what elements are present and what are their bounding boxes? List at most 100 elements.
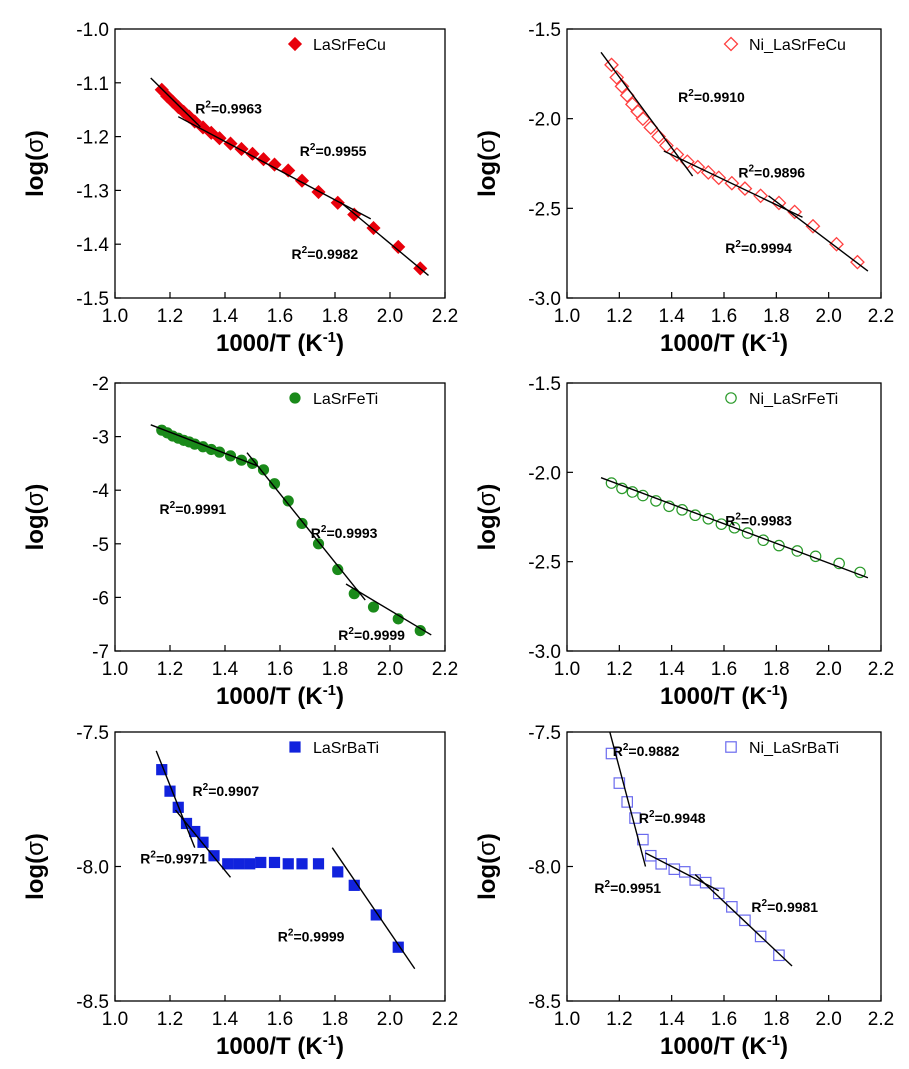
x-tick-label-p3: 1.6	[267, 659, 293, 680]
fit-line-p6	[694, 874, 793, 967]
x-tick-label-p1: 1.4	[212, 306, 239, 327]
data-layer-p4	[600, 477, 869, 579]
data-point-p3	[414, 625, 426, 637]
y-tick-label-p1: -1.2	[76, 128, 109, 149]
data-point-p6	[678, 866, 691, 878]
data-point-p2	[635, 111, 651, 127]
x-tick-label-p6: 2.2	[868, 1009, 894, 1030]
y-tick-label-p2: -1.5	[528, 20, 561, 41]
fit-line-p1	[177, 116, 372, 220]
fit-line-p1	[340, 201, 429, 276]
y-tick-label-p6: -7.5	[528, 723, 561, 744]
data-point-p5	[255, 856, 267, 869]
x-tick-label-p5: 2.2	[432, 1009, 458, 1030]
y-tick-label-p3: -2	[92, 374, 109, 395]
x-tick-label-p5: 1.2	[157, 1009, 183, 1030]
x-axis-title-p5: 1000/T (K-1)	[216, 1032, 344, 1060]
x-tick-label-p3: 1.8	[322, 659, 348, 680]
y-tick-label-p5: -8.5	[76, 992, 109, 1013]
x-tick-label-p1: 2.0	[377, 306, 403, 327]
chart-p4: 1.0 1.2 1.4 1.6 1.8 2.0 2.2 -3.0 -2.5 -2.0 -1.5 100…	[474, 374, 894, 710]
x-tick-label-p6: 1.8	[763, 1009, 789, 1030]
x-tick-label-p6: 1.0	[554, 1009, 580, 1030]
data-point-p6	[644, 849, 657, 862]
data-point-p4	[773, 539, 785, 552]
legend-marker-p4	[725, 392, 737, 404]
data-point-p4	[702, 512, 715, 525]
data-point-p5	[197, 836, 209, 848]
data-point-p1	[267, 157, 282, 172]
fit-line-p5	[174, 809, 232, 878]
data-point-p2	[753, 188, 769, 204]
data-point-p1	[256, 152, 271, 167]
data-point-p2	[604, 57, 619, 73]
y-axis-title-p5: log(σ)	[22, 833, 49, 900]
chart-p5: 1.0 1.2 1.4 1.6 1.8 2.0 2.2 -8.5 -8.0 -7.5 1000/T …	[22, 723, 458, 1060]
data-point-p5	[189, 825, 201, 838]
x-tick-label-p2: 1.2	[606, 306, 632, 327]
y-axis-title-p1: log(σ)	[22, 130, 49, 197]
fit-line-p2	[600, 51, 694, 177]
r2-label-p2-1: R2=0.9896	[738, 163, 805, 180]
data-point-p4	[728, 521, 741, 534]
chart-p1: 1.0 1.2 1.4 1.6 1.8 2.0 2.2 -1.5 -1.4 -1.3 -1.2 -1.…	[22, 20, 458, 357]
legend-marker-p6	[725, 741, 737, 753]
fit-line-p3	[345, 583, 432, 636]
data-point-p6	[699, 876, 712, 889]
data-point-p3	[296, 517, 308, 530]
y-tick-label-p5: -7.5	[76, 723, 109, 744]
x-tick-label-p1: 1.0	[102, 306, 128, 327]
fit-line-p1	[150, 77, 201, 128]
legend-label-p1: LaSrFeCu	[313, 37, 386, 54]
y-tick-label-p3: -3	[92, 428, 109, 449]
data-layer-p5	[155, 750, 416, 970]
y-tick-label-p1: -1.5	[76, 289, 109, 310]
data-point-p6	[613, 777, 626, 789]
data-point-p2	[651, 129, 667, 145]
y-axis-title-p2: log(σ)	[474, 130, 501, 197]
x-tick-label-p1: 1.2	[157, 306, 183, 327]
data-point-p3	[312, 538, 325, 550]
r2-label-p4-0: R2=0.9983	[725, 512, 792, 529]
y-tick-label-p1: -1.3	[76, 181, 109, 202]
data-point-p2	[643, 120, 659, 136]
x-tick-label-p2: 1.4	[658, 306, 685, 327]
data-point-p5	[312, 858, 325, 870]
data-point-p5	[233, 858, 245, 870]
data-point-p4	[833, 557, 845, 570]
y-axis-title-p3: log(σ)	[22, 484, 49, 551]
data-point-p1	[311, 184, 326, 200]
r2-label-p6-0: R2=0.9882	[613, 742, 680, 759]
fit-line-p3	[246, 452, 366, 601]
legend-label-p5: LaSrBaTi	[313, 740, 379, 757]
x-tick-label-p3: 1.2	[157, 659, 183, 680]
data-point-p2	[619, 87, 635, 103]
x-tick-label-p5: 1.4	[212, 1009, 239, 1030]
x-tick-label-p4: 1.6	[711, 659, 737, 680]
chart-p3: 1.0 1.2 1.4 1.6 1.8 2.0 2.2 -7 -6 -5 -4 -3 -2 1000/T …	[22, 374, 458, 710]
fit-line-p3	[150, 424, 259, 467]
y-axis-title-p4: log(σ)	[474, 484, 501, 551]
data-point-p3	[332, 563, 344, 576]
x-tick-label-p2: 2.2	[868, 306, 894, 327]
y-tick-label-p1: -1.0	[76, 20, 109, 41]
r2-label-p2-0: R2=0.9910	[678, 88, 745, 105]
y-tick-label-p2: -2.5	[528, 199, 561, 220]
legend-marker-p2	[723, 36, 739, 52]
y-tick-label-p1: -1.4	[76, 235, 109, 256]
data-point-p6	[754, 930, 767, 943]
x-tick-label-p2: 2.0	[815, 306, 841, 327]
x-tick-label-p6: 1.6	[711, 1009, 737, 1030]
x-tick-label-p5: 1.6	[267, 1009, 293, 1030]
data-layer-p3	[150, 424, 432, 637]
x-tick-label-p4: 1.2	[606, 659, 632, 680]
y-tick-label-p4: -1.5	[528, 374, 561, 395]
x-axis-title-p4: 1000/T (K-1)	[660, 682, 788, 710]
data-point-p2	[669, 147, 685, 162]
x-tick-label-p4: 1.0	[554, 659, 580, 680]
data-point-p5	[268, 856, 281, 869]
y-axis-title-p6: log(σ)	[474, 833, 501, 900]
data-point-p5	[282, 858, 294, 870]
r2-label-p6-2: R2=0.9951	[594, 879, 661, 896]
